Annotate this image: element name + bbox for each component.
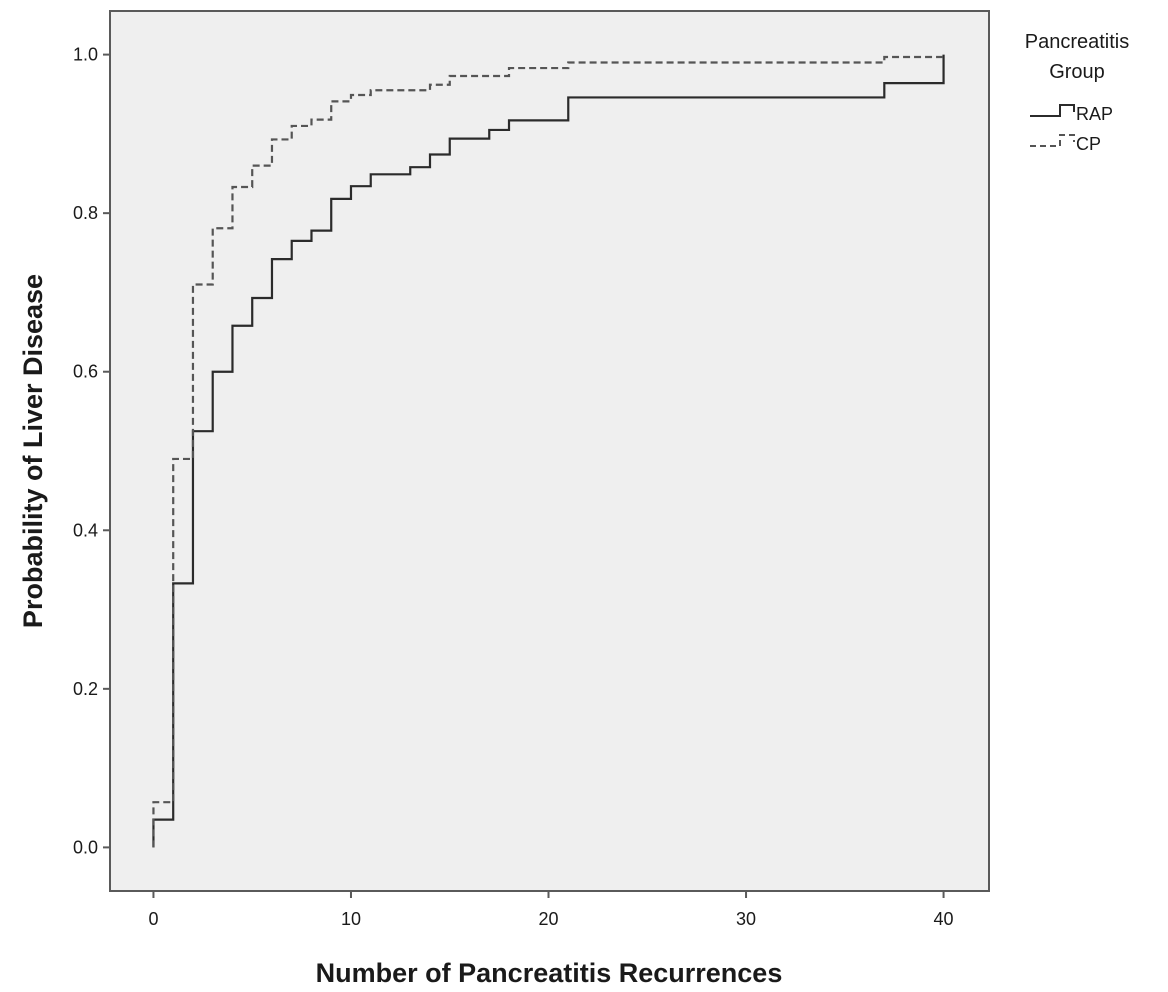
x-tick-label: 0 xyxy=(148,909,158,929)
y-tick-label: 0.6 xyxy=(73,362,98,382)
x-axis-title: Number of Pancreatitis Recurrences xyxy=(316,958,783,988)
x-tick-label: 40 xyxy=(934,909,954,929)
x-tick-label: 30 xyxy=(736,909,756,929)
series-line-cp xyxy=(152,54,945,848)
x-tick-label: 10 xyxy=(341,909,361,929)
x-axis-ticks: 0 10 20 30 40 xyxy=(148,891,954,929)
y-tick-label: 0.8 xyxy=(73,203,98,223)
legend-swatch-rap xyxy=(1030,104,1075,117)
legend-title-line-1: Pancreatitis xyxy=(1025,31,1130,53)
plot-area xyxy=(109,10,990,892)
y-tick-label: 0.0 xyxy=(73,837,98,857)
y-tick-label: 0.4 xyxy=(73,520,98,540)
y-tick-label: 1.0 xyxy=(73,45,98,65)
legend-label-rap: RAP xyxy=(1076,104,1113,124)
x-tick-label: 20 xyxy=(538,909,558,929)
series-line-rap xyxy=(152,54,945,848)
legend: Pancreatitis Group RAP CP xyxy=(1025,31,1130,154)
series-layer xyxy=(152,54,945,848)
legend-label-cp: CP xyxy=(1076,134,1101,154)
y-axis-title: Probability of Liver Disease xyxy=(18,274,48,628)
y-axis-ticks: 0.0 0.2 0.4 0.6 0.8 1.0 xyxy=(73,45,110,857)
legend-swatch-cp xyxy=(1030,134,1075,147)
legend-title-line-2: Group xyxy=(1049,61,1105,83)
y-tick-label: 0.2 xyxy=(73,679,98,699)
